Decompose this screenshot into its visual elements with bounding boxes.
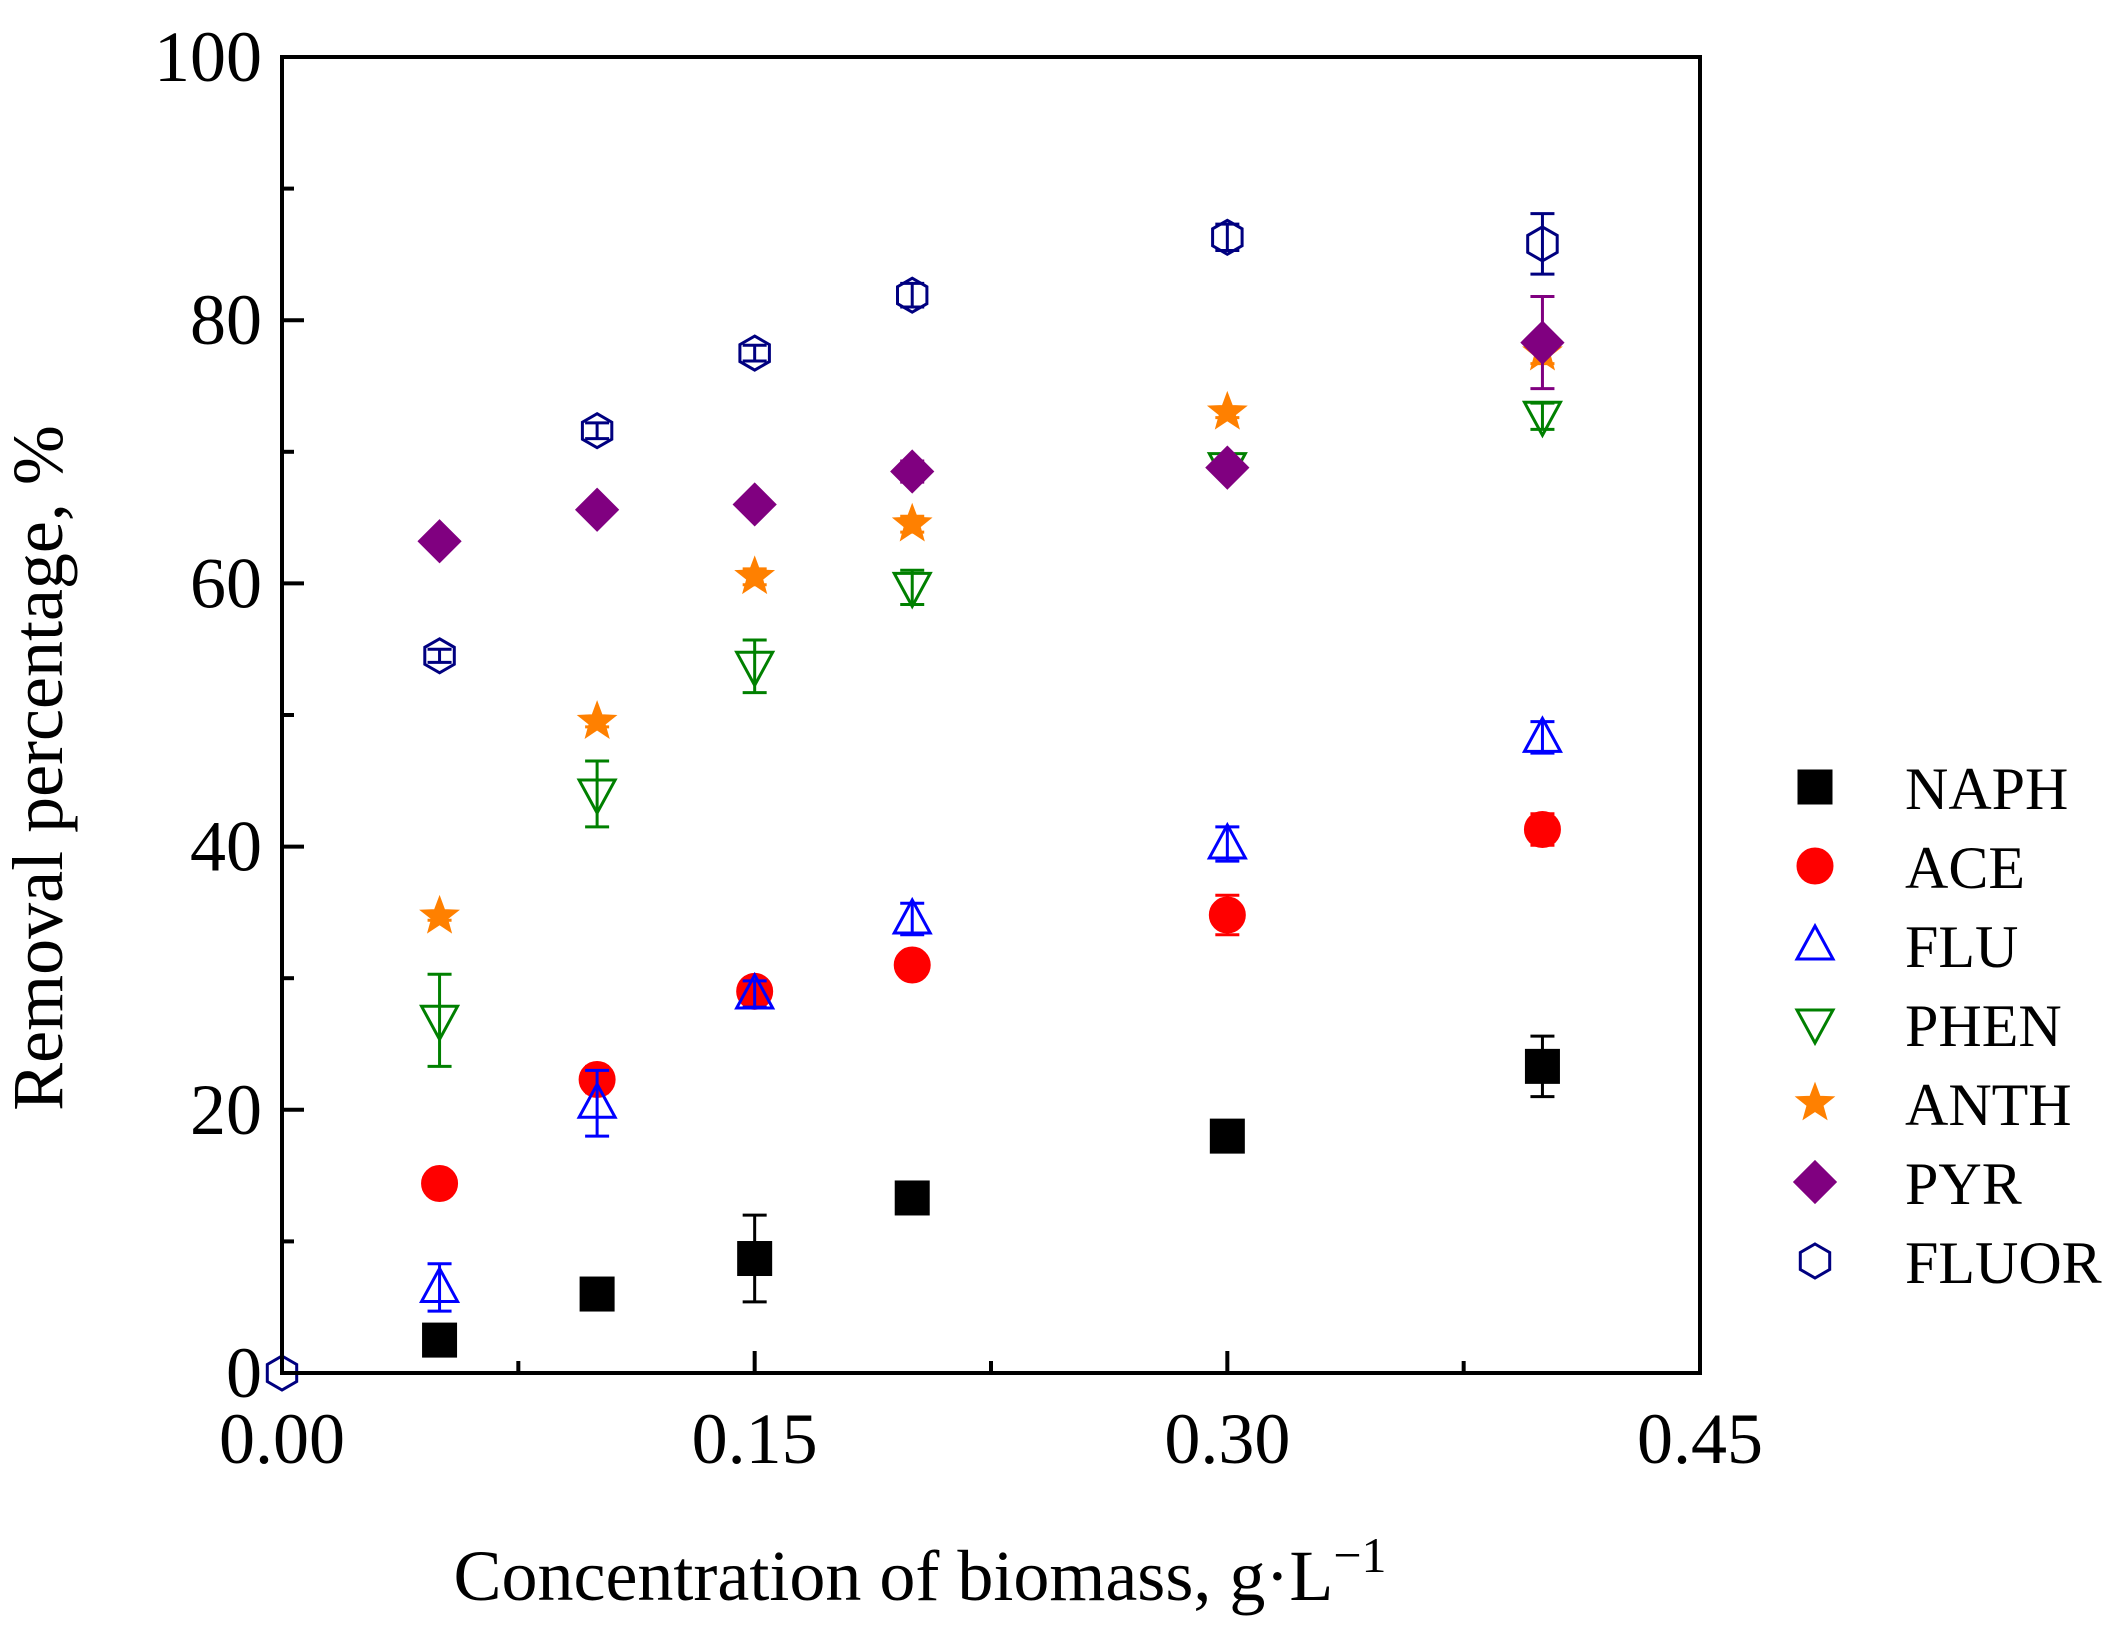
data-point [576,778,618,817]
legend-label-ace: ACE [1905,835,2025,901]
data-point [734,555,776,595]
data-point [1209,1118,1245,1154]
legend: NAPH ACE FLU PHEN ANTH PYR FLUOR [1792,756,2102,1296]
y-tick-label: 20 [190,1070,262,1150]
series-naph [422,1034,1560,1358]
legend-marker-anth [1794,1081,1836,1121]
legend-label-phen: PHEN [1905,993,2062,1059]
series-flu [419,715,1563,1313]
data-point [1521,715,1563,753]
x-tick-label: 0.45 [1637,1399,1763,1479]
data-point [574,487,620,532]
data-point [419,1265,461,1303]
data-point [734,971,776,1010]
data-point [896,276,929,314]
data-point [891,571,933,610]
legend-label-anth: ANTH [1905,1072,2072,1138]
legend-marker-ace [1796,847,1834,885]
data-point [419,1004,461,1043]
series-ace [421,810,1561,1202]
data-point [1205,445,1250,490]
series-anth [419,331,1563,934]
y-tick-label: 100 [154,17,262,97]
series-fluor [265,212,1559,1392]
data-point [894,1180,930,1216]
axes: 0.00 0.15 0.30 0.45 0 20 40 60 80 100 [154,17,1763,1479]
data-point [890,449,935,494]
legend-marker-phen [1794,1008,1836,1047]
legend-label-pyr: PYR [1905,1151,2022,1217]
data-point [1521,400,1563,439]
x-tick-label: 0.30 [1164,1399,1290,1479]
x-axis-title-main: Concentration of biomass, g·L [453,1536,1333,1616]
legend-marker-naph [1797,769,1833,805]
data-point [1526,225,1559,263]
legend-marker-fluor [1798,1242,1832,1280]
y-tick-label: 80 [190,280,262,360]
plot-border [280,55,1702,1375]
data-point [419,894,460,934]
data-point [891,502,933,542]
data-point [891,896,933,935]
data-point [738,334,771,372]
data-point [579,1276,615,1312]
data-point [737,1241,773,1277]
data-point [732,482,777,527]
data-point [1520,320,1565,365]
data-point [893,946,931,984]
data-point [1206,821,1248,860]
data-point [423,637,456,675]
data-point [265,1354,299,1392]
legend-marker-flu [1794,922,1836,961]
data-point [417,519,462,564]
x-tick-label: 0.15 [692,1399,818,1479]
data-point [1524,1048,1560,1084]
y-axis-title: Removal percentage, % [0,425,78,1111]
data-point [1206,390,1248,430]
data-point [421,1164,459,1202]
series-pyr [417,295,1565,564]
plot-frame [280,55,1702,1375]
data-point [576,1081,618,1119]
x-tick-label: 0.00 [219,1399,345,1479]
data-point [1211,218,1244,257]
legend-marker-pyr [1792,1159,1838,1205]
x-axis-title-superscript: −1 [1333,1527,1386,1583]
x-axis-title: Concentration of biomass, g·L−1 [453,1527,1386,1616]
data-series [265,212,1565,1392]
data-point [576,700,618,739]
data-point [422,1322,458,1358]
data-point [1523,810,1561,848]
y-tick-label: 40 [190,807,262,887]
y-tick-label: 60 [190,543,262,623]
data-point [580,411,614,450]
data-point [1208,896,1246,934]
legend-label-flu: FLU [1905,914,2018,980]
data-point [734,650,776,689]
legend-label-naph: NAPH [1905,756,2068,822]
legend-label-fluor: FLUOR [1905,1230,2102,1296]
y-tick-label: 0 [226,1333,262,1413]
